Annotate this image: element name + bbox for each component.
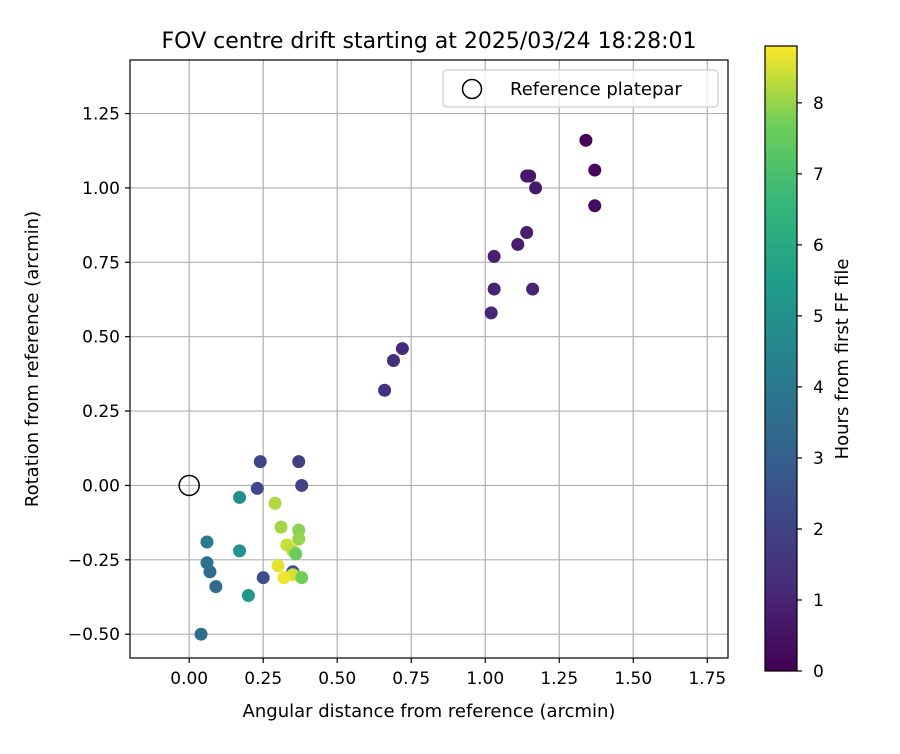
- scatter-point: [487, 282, 501, 296]
- scatter-point: [268, 496, 282, 510]
- scatter-point: [579, 133, 593, 147]
- scatter-point: [233, 490, 247, 504]
- scatter-point: [200, 556, 214, 570]
- chart-title: FOV centre drift starting at 2025/03/24 …: [162, 29, 697, 54]
- scatter-point: [292, 523, 306, 537]
- scatter-points: [194, 133, 602, 641]
- y-tick-label: 1.00: [82, 179, 120, 199]
- scatter-point: [529, 181, 543, 195]
- y-tick-label: −0.50: [68, 625, 120, 645]
- scatter-point: [523, 169, 537, 183]
- scatter-point: [292, 455, 306, 469]
- legend-label: Reference platepar: [510, 79, 682, 100]
- scatter-point: [250, 481, 264, 495]
- x-tick-label: 1.00: [466, 669, 504, 689]
- colorbar-tick-label: 3: [813, 449, 824, 469]
- legend-box: [442, 69, 719, 108]
- scatter-point: [378, 383, 392, 397]
- scatter-point: [386, 353, 400, 367]
- scatter-point: [271, 559, 285, 573]
- x-tick-label: 1.25: [540, 669, 578, 689]
- scatter-point: [295, 478, 309, 492]
- legend-reference-marker: [461, 78, 483, 100]
- colorbar-tick-label: 4: [813, 378, 824, 398]
- scatter-point: [253, 455, 267, 469]
- colorbar-label: Hours from first FF file: [832, 259, 853, 460]
- scatter-point: [588, 163, 602, 177]
- scatter-point: [511, 237, 525, 251]
- reference-marker-layer: [178, 474, 200, 497]
- colorbar-tick-label: 2: [813, 520, 824, 540]
- scatter-point: [256, 571, 270, 585]
- colorbar-tick-label: 5: [813, 307, 824, 327]
- y-tick-label: 0.50: [82, 328, 120, 348]
- colorbar-tick-label: 8: [813, 94, 824, 114]
- legend: Reference platepar: [442, 69, 719, 108]
- scatter-point: [209, 580, 223, 594]
- scatter-point: [200, 535, 214, 549]
- y-tick-label: 0.00: [82, 476, 120, 496]
- colorbar-tick-label: 1: [813, 591, 824, 611]
- scatter-point: [588, 199, 602, 213]
- colorbar-tick-label: 0: [813, 662, 824, 682]
- colorbar-tick-label: 7: [813, 165, 824, 185]
- axis-ticks: 0.00 0.25 0.50 0.75 1.00 1.25 1.50 1.75 −0.50 −0.…: [68, 105, 726, 689]
- grid-lines: [130, 60, 728, 658]
- colorbar-gradient: [764, 45, 798, 672]
- scatter-point: [395, 342, 409, 356]
- y-tick-label: −0.25: [68, 551, 120, 571]
- y-tick-label: 0.25: [82, 402, 120, 422]
- x-tick-label: 0.50: [318, 669, 356, 689]
- x-axis-label: Angular distance from reference (arcmin): [243, 701, 616, 722]
- y-tick-label: 1.25: [82, 105, 120, 125]
- x-tick-label: 0.00: [170, 669, 208, 689]
- scatter-point: [526, 282, 540, 296]
- y-axis-label: Rotation from reference (arcmin): [22, 211, 43, 507]
- scatter-point: [277, 571, 291, 585]
- scatter-point: [520, 226, 534, 240]
- scatter-point: [292, 532, 306, 546]
- reference-platepar-marker: [178, 474, 200, 497]
- scatter-point: [233, 544, 247, 558]
- x-tick-label: 1.75: [688, 669, 726, 689]
- scatter-point: [484, 306, 498, 320]
- plot-frame: [129, 59, 729, 659]
- y-tick-label: 0.75: [82, 253, 120, 273]
- x-tick-label: 0.75: [392, 669, 430, 689]
- x-tick-label: 0.25: [244, 669, 282, 689]
- scatter-point: [487, 249, 501, 263]
- scatter-point: [241, 589, 255, 603]
- colorbar-tick-label: 6: [813, 236, 824, 256]
- colorbar-ticks: 0 1 2 3 4 5 6 7 8: [797, 94, 824, 682]
- x-tick-label: 1.50: [614, 669, 652, 689]
- scatter-point: [289, 547, 303, 561]
- colorbar: 0 1 2 3 4 5 6 7 8 Hours from first FF file: [764, 45, 853, 682]
- scatter-point: [194, 627, 208, 641]
- scatter-point: [295, 571, 309, 585]
- scatter-point: [274, 520, 288, 534]
